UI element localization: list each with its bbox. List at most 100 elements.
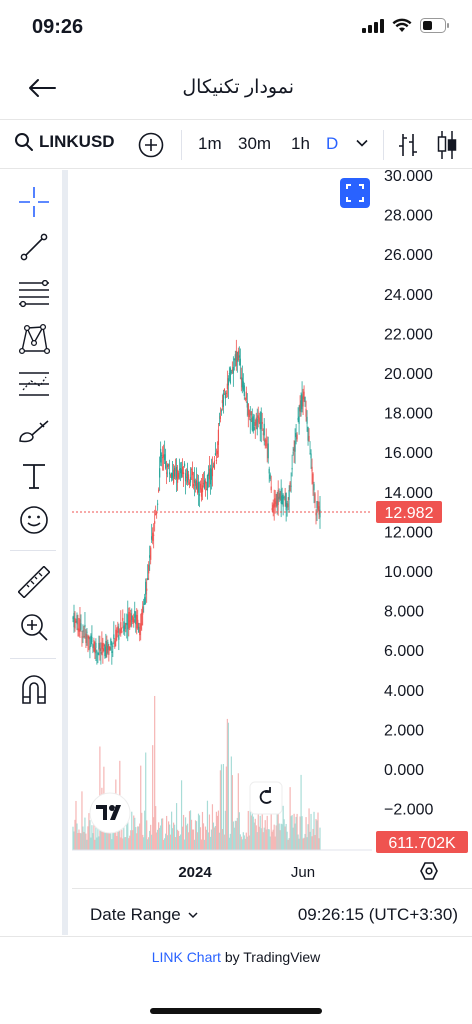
magnet-icon: [22, 675, 46, 704]
volume-bar: [242, 832, 244, 850]
volume-bar: [271, 831, 273, 850]
prediction-tool[interactable]: [16, 366, 52, 402]
candle-body: [85, 633, 87, 644]
pattern-tool[interactable]: [16, 321, 52, 357]
candle-body: [214, 453, 217, 455]
volume-bar: [241, 839, 243, 850]
volume-bar: [292, 827, 294, 850]
status-icons: [362, 18, 450, 33]
candle-body: [266, 447, 268, 449]
volume-bar: [193, 839, 196, 850]
candle-body: [304, 396, 306, 403]
trend-line-icon: [20, 233, 48, 261]
volume-bar: [284, 826, 286, 850]
volume-bar: [169, 824, 171, 850]
date-range-button[interactable]: Date Range: [90, 905, 199, 925]
candle-body: [295, 433, 297, 438]
text-tool[interactable]: [16, 458, 52, 494]
interval-1m[interactable]: 1m: [198, 134, 222, 153]
volume-bar: [171, 811, 173, 850]
volume-bar: [195, 821, 198, 850]
candle-body: [102, 648, 104, 653]
volume-bar: [196, 832, 199, 850]
chevron-down-icon[interactable]: [355, 136, 369, 150]
volume-bar: [265, 829, 267, 850]
candle-body: [303, 391, 305, 400]
candle-body: [84, 624, 86, 627]
zoom-tool[interactable]: [16, 609, 52, 645]
candle-body: [224, 392, 226, 399]
volume-bar: [298, 838, 300, 850]
volume-bar: [98, 836, 100, 850]
compare-add-button[interactable]: [138, 132, 164, 158]
candle-body: [132, 617, 134, 623]
candle-body: [288, 489, 290, 500]
candle-body: [164, 454, 166, 461]
candle-body: [282, 494, 284, 507]
candle-body: [129, 620, 131, 622]
volume-bar: [240, 836, 242, 850]
trend-line-tool[interactable]: [16, 229, 52, 265]
volume-bar: [74, 819, 76, 850]
candle-body: [222, 393, 224, 407]
y-axis-label: 4.000: [384, 683, 424, 700]
footer-attribution: by TradingView: [220, 949, 321, 965]
volume-bar: [253, 822, 255, 850]
volume-bar: [223, 834, 225, 850]
volume-bar: [232, 821, 234, 850]
bottom-bar: Date Range 09:26:15 (UTC+3:30): [72, 888, 472, 936]
volume-bar: [210, 829, 213, 850]
bar-style-icon[interactable]: [396, 132, 420, 158]
brush-icon: [19, 420, 49, 443]
chart-settings-button[interactable]: [420, 862, 438, 880]
candle-body: [90, 635, 92, 647]
candle-body: [80, 623, 82, 630]
volume-bar: [275, 825, 277, 850]
candle-body: [212, 465, 215, 467]
volume-bar: [308, 808, 310, 850]
volume-bar: [84, 817, 86, 850]
magnet-tool[interactable]: [16, 672, 52, 708]
chart-area[interactable]: 30.000 28.000 26.000 24.000 22.000 20.000 18.0…: [72, 168, 472, 888]
candles-icon[interactable]: [436, 130, 458, 160]
candle-body: [286, 502, 288, 508]
reset-chart-button[interactable]: [249, 781, 283, 815]
volume-bar: [269, 836, 271, 850]
interval-d[interactable]: D: [326, 134, 339, 153]
brush-tool[interactable]: [16, 412, 52, 448]
volume-bar: [107, 827, 109, 850]
interval-30m[interactable]: 30m: [238, 134, 272, 153]
candle-body: [176, 469, 179, 483]
volume-bar: [206, 800, 209, 850]
y-axis-label: 18.000: [384, 406, 433, 423]
emoji-tool[interactable]: [16, 502, 52, 538]
toolbar-divider: [181, 130, 182, 160]
crosshair-tool[interactable]: [16, 184, 52, 220]
volume-bar: [79, 832, 81, 850]
y-axis-label: 26.000: [384, 247, 433, 264]
volume-bar: [311, 836, 313, 850]
ruler-tool[interactable]: [16, 564, 52, 600]
volume-bar: [314, 835, 316, 850]
fullscreen-button[interactable]: [340, 178, 370, 208]
interval-1h[interactable]: 1h: [291, 134, 310, 153]
volume-bar: [153, 817, 155, 850]
price-chart[interactable]: 30.000 28.000 26.000 24.000 22.000 20.000 18.0…: [72, 168, 472, 888]
candle-body: [126, 622, 128, 626]
symbol-search[interactable]: LINKUSD: [14, 132, 115, 152]
chart-link[interactable]: LINK Chart: [151, 949, 221, 965]
timezone-clock[interactable]: 09:26:15 (UTC+3:30): [297, 905, 458, 924]
candle-body: [249, 419, 251, 421]
volume-bar: [164, 838, 166, 850]
y-axis-label: 6.000: [384, 643, 424, 660]
volume-bar: [189, 810, 192, 850]
volume-bar: [145, 752, 147, 850]
candle-body: [103, 643, 105, 647]
candle-body: [271, 508, 273, 511]
candle-body: [255, 417, 257, 426]
candle-body: [251, 417, 253, 431]
fib-tool[interactable]: [16, 276, 52, 312]
back-button[interactable]: [24, 72, 60, 104]
volume-bar: [246, 836, 248, 850]
volume-bar: [87, 826, 89, 850]
